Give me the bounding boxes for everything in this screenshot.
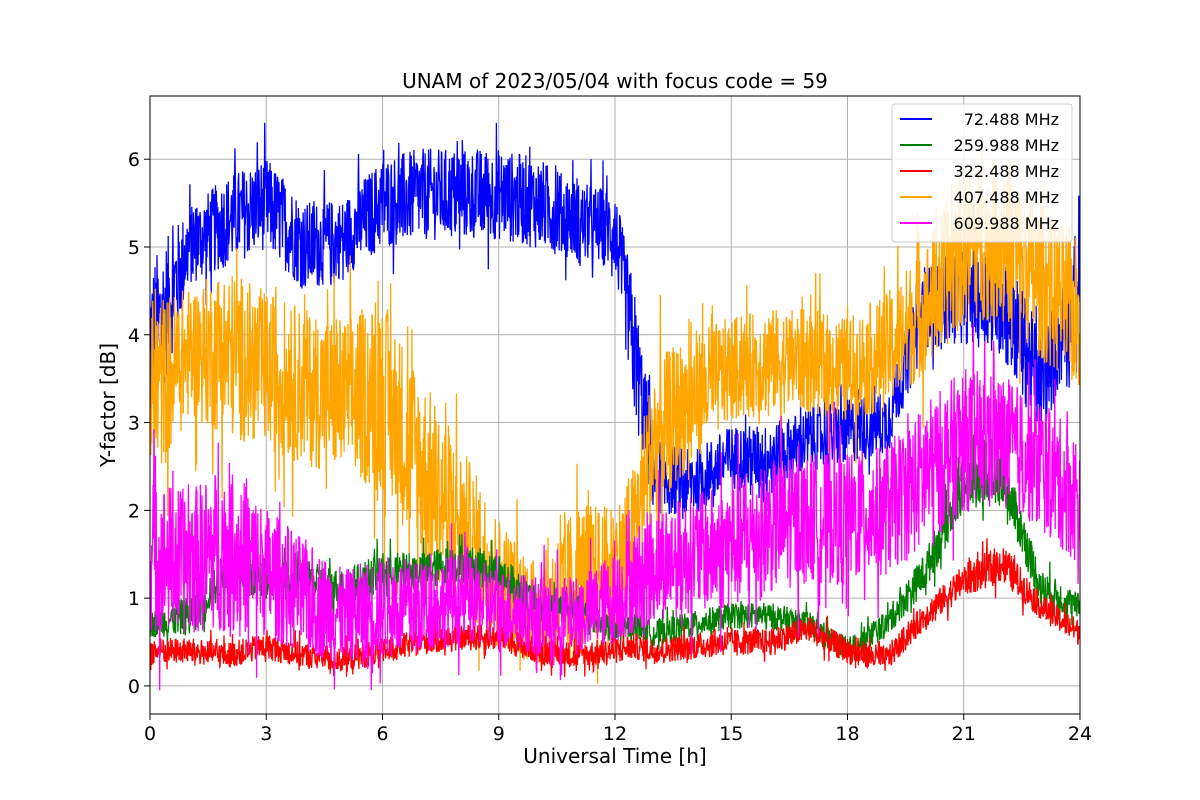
y-tick-label: 6 (128, 149, 140, 171)
x-tick-label: 15 (719, 723, 743, 745)
x-axis: 0 3 6 9 12 15 18 21 24 (144, 714, 1092, 745)
x-axis-label: Universal Time [h] (523, 744, 706, 768)
series-line-2 (150, 538, 1080, 678)
legend-label: 609.988 MHz (954, 214, 1059, 233)
y-tick-label: 1 (128, 588, 140, 610)
series-line-4 (150, 322, 1080, 691)
series-layer (150, 122, 1080, 691)
legend-box (891, 103, 1073, 243)
legend-label: 407.488 MHz (954, 188, 1059, 207)
x-tick-label: 18 (835, 723, 859, 745)
x-tick-label: 0 (144, 723, 156, 745)
x-tick-label: 3 (260, 723, 272, 745)
x-tick-label: 6 (376, 723, 388, 745)
y-tick-label: 5 (128, 237, 140, 259)
y-tick-label: 2 (128, 500, 140, 522)
legend-label: 259.988 MHz (954, 136, 1059, 155)
x-tick-label: 24 (1068, 723, 1092, 745)
y-tick-label: 3 (128, 413, 140, 435)
legend: 72.488 MHz 259.988 MHz 322.488 MHz 407.488 … (891, 103, 1073, 243)
x-tick-label: 21 (952, 723, 976, 745)
chart-title: UNAM of 2023/05/04 with focus code = 59 (402, 69, 828, 93)
x-tick-label: 12 (603, 723, 627, 745)
y-axis-label: Y-factor [dB] (96, 343, 120, 468)
y-tick-label: 0 (128, 676, 140, 698)
x-tick-label: 9 (493, 723, 505, 745)
y-tick-label: 4 (128, 325, 140, 347)
legend-label: 322.488 MHz (954, 162, 1059, 181)
legend-label: 72.488 MHz (964, 110, 1059, 129)
y-axis: 0 1 2 3 4 5 6 (128, 149, 150, 698)
